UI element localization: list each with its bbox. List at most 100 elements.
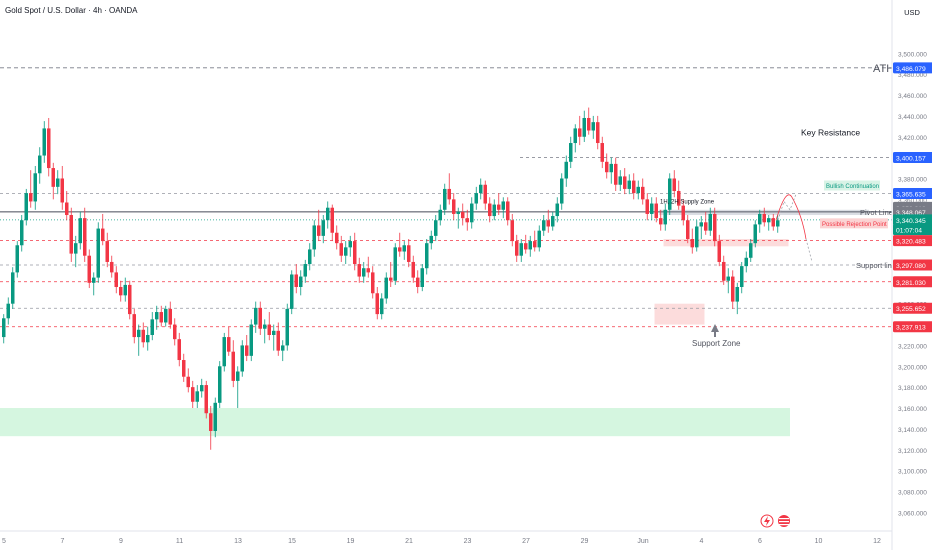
price-label-text: 3,297.080 <box>896 263 926 270</box>
time-tick-label: 27 <box>522 538 530 545</box>
candle <box>686 220 690 240</box>
candle <box>605 161 609 173</box>
price-tick-label: 3,480.000 <box>898 72 927 79</box>
candle <box>137 329 141 338</box>
candle <box>177 339 181 361</box>
candle <box>726 276 730 281</box>
price-label-badge <box>893 151 932 163</box>
candle <box>416 277 420 287</box>
candle <box>645 199 649 214</box>
candle <box>339 243 343 256</box>
time-tick-label: 5 <box>2 538 6 545</box>
price-label-text: 3,281.030 <box>896 280 926 287</box>
possible-rejection-bg <box>820 218 888 229</box>
candle <box>533 241 537 248</box>
candle <box>632 180 636 194</box>
candle <box>384 277 388 299</box>
candle <box>6 303 10 319</box>
currency-label: USD <box>904 8 920 17</box>
candle <box>510 220 514 242</box>
candle <box>456 211 460 214</box>
candle <box>488 203 492 217</box>
candle <box>699 222 703 227</box>
time-tick-label: 4 <box>700 538 704 545</box>
price-tick-label: 3,160.000 <box>898 406 927 413</box>
projection-rejection-path <box>775 194 807 240</box>
candle <box>240 345 244 372</box>
candle <box>659 218 663 225</box>
candle <box>465 218 469 223</box>
possible-rejection-label: Possible Rejection Point <box>822 222 887 228</box>
candle <box>200 385 204 392</box>
candle <box>744 257 748 267</box>
candle <box>740 266 744 287</box>
candle <box>33 173 37 202</box>
candle <box>663 209 667 225</box>
candle <box>15 245 19 273</box>
candle <box>371 272 375 294</box>
candle <box>69 215 73 254</box>
candle <box>335 232 339 244</box>
candle <box>776 220 780 227</box>
candle <box>497 204 501 210</box>
candle <box>105 241 109 262</box>
time-tick-label: 15 <box>288 538 296 545</box>
candle <box>758 213 762 225</box>
candle <box>47 128 51 169</box>
candle <box>353 241 357 265</box>
price-tick-label: 3,220.000 <box>898 343 927 350</box>
candle <box>254 307 258 325</box>
candle <box>114 272 118 287</box>
price-tick-label: 3,060.000 <box>898 510 927 517</box>
candle <box>65 202 69 216</box>
candle <box>681 205 685 221</box>
candle <box>74 243 78 254</box>
support-demand-zone <box>0 408 790 437</box>
price-tick-label: 3,460.000 <box>898 93 927 100</box>
candle <box>263 324 267 329</box>
supply-zone-label: 1H, 2H Supply Zone <box>660 200 715 206</box>
candle <box>717 241 721 262</box>
candle <box>677 191 681 206</box>
key-resistance-label: Key Resistance <box>801 127 860 137</box>
projection-bear-path <box>805 238 813 263</box>
time-tick-label: 9 <box>119 538 123 545</box>
time-axis[interactable]: 5791113151921232729Jun4610121618202426Ju… <box>0 530 932 545</box>
price-tick-label: 3,120.000 <box>898 448 927 455</box>
price-axis[interactable]: USD 3,500.000 3,480.000 3,460.000 3,440.000 3… <box>891 0 932 550</box>
price-axis-bg <box>892 0 932 550</box>
candle <box>380 298 384 315</box>
candle <box>191 387 195 402</box>
candle <box>281 345 285 351</box>
candle <box>303 264 307 277</box>
candle <box>344 247 348 256</box>
candle <box>159 312 163 323</box>
candle <box>425 243 429 269</box>
price-label-badge <box>893 224 932 236</box>
candle <box>276 330 280 351</box>
candle <box>749 243 753 258</box>
candle <box>348 241 352 248</box>
flag-stripe <box>779 521 789 523</box>
time-tick-label: 11 <box>176 538 183 545</box>
ath-label: ATH <box>873 63 894 75</box>
candle <box>618 176 622 185</box>
price-label-text: 3,365.635 <box>896 191 926 198</box>
candle <box>501 201 505 210</box>
time-tick-label: 21 <box>405 538 413 545</box>
price-label-badge <box>893 187 932 199</box>
candle <box>204 385 208 414</box>
support-line-label: Support line <box>856 261 896 270</box>
price-label-text: 3,255.652 <box>896 306 926 313</box>
candle <box>272 330 276 335</box>
candle <box>398 247 402 252</box>
candle <box>470 203 474 223</box>
candle <box>551 216 555 227</box>
candle <box>708 213 712 231</box>
candle <box>173 324 177 340</box>
price-tick-label: 3,080.000 <box>898 489 927 496</box>
candle <box>546 220 550 227</box>
candle <box>528 241 532 250</box>
price-label-text: 3,237.913 <box>896 325 926 332</box>
